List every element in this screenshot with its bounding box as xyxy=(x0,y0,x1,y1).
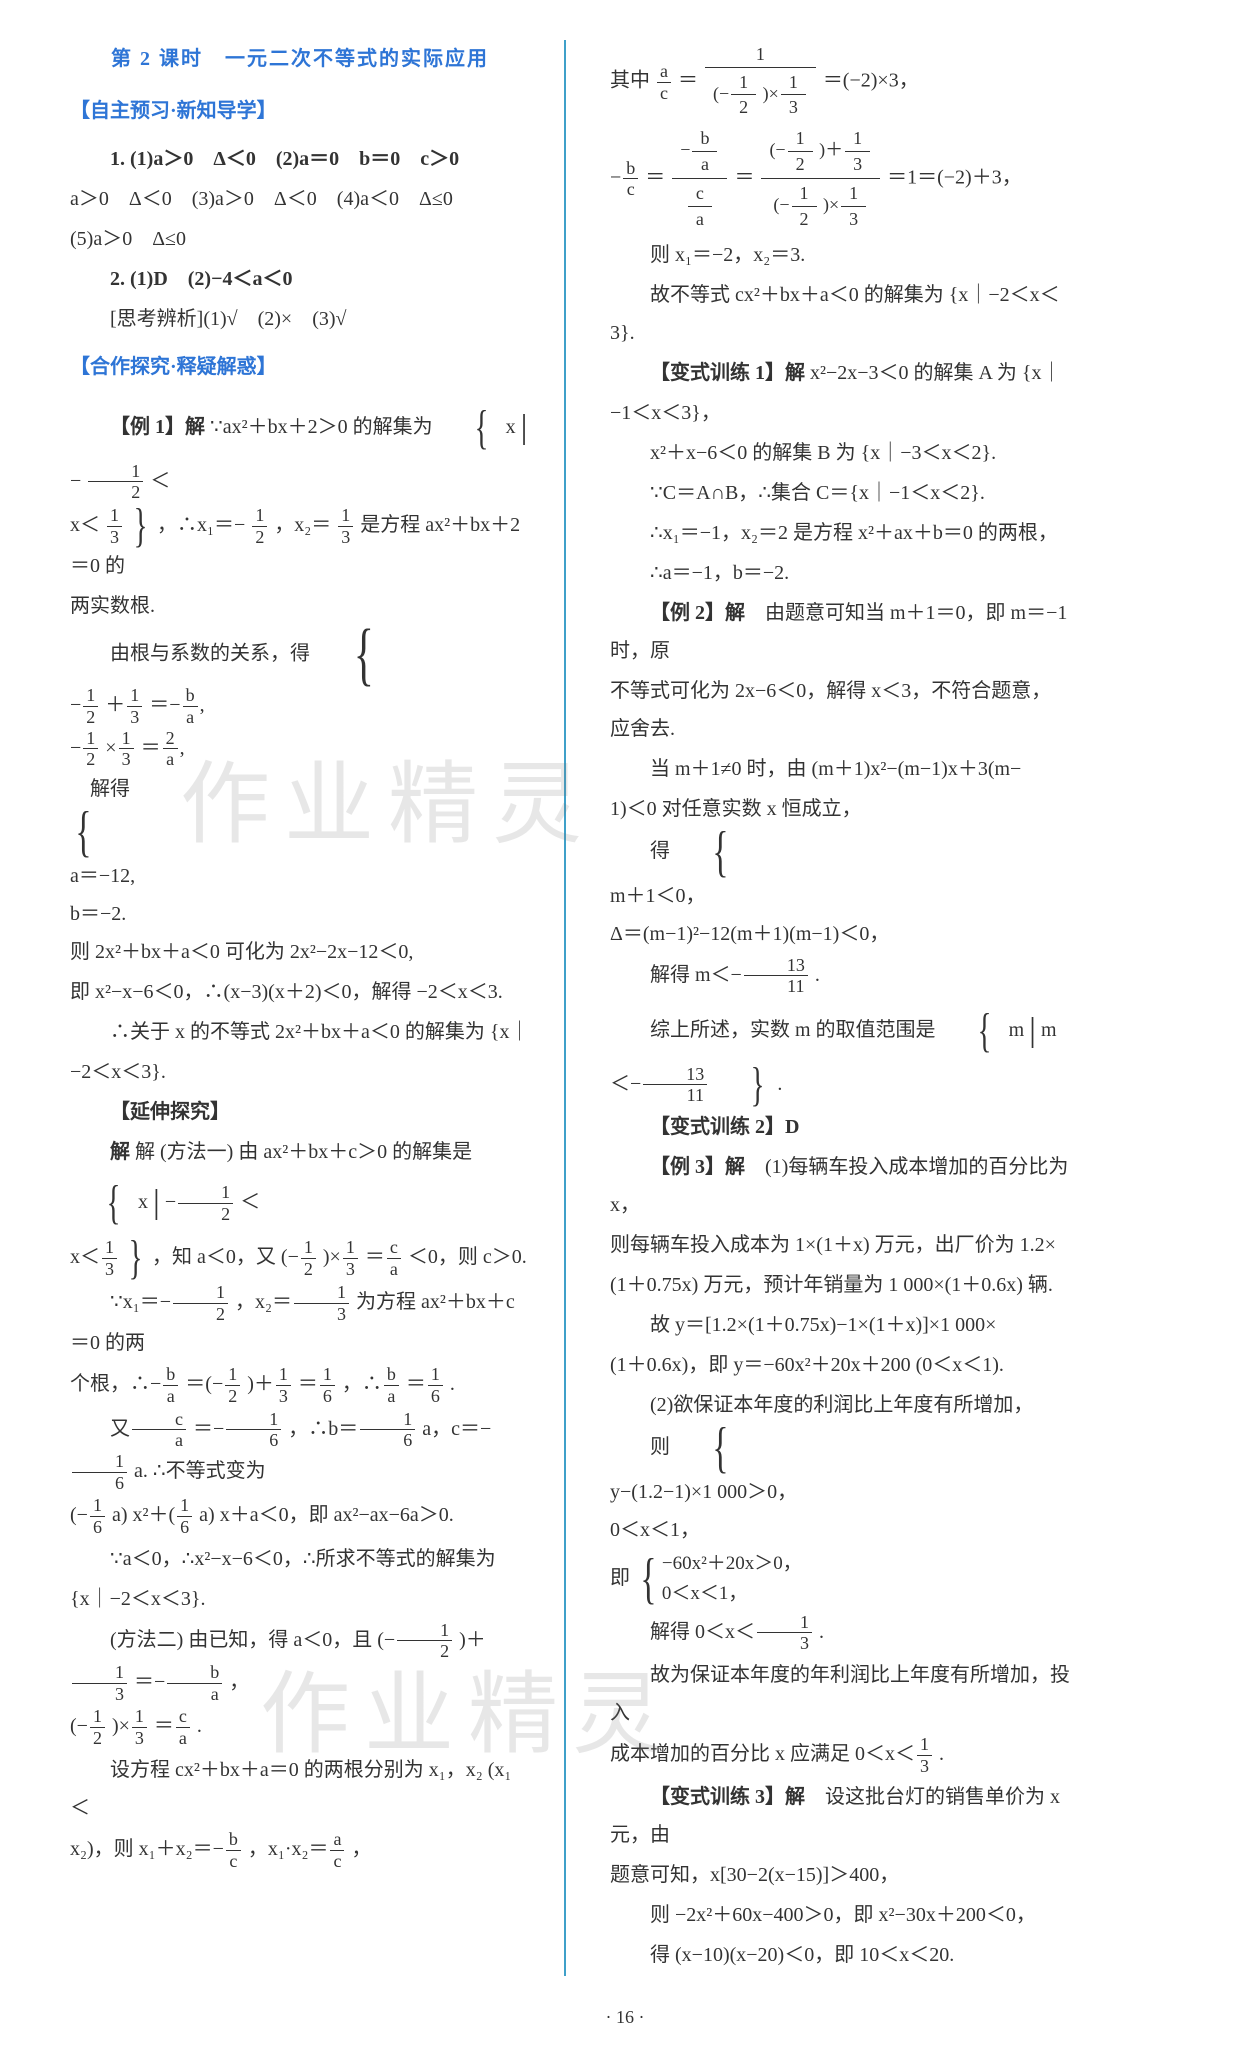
ex3-i: 故为保证本年度的年利润比上年度有所增加，投入 xyxy=(610,1656,1070,1732)
vt1-c: x²＋x−6＜0 的解集 B 为 {x｜−3＜x＜2}. xyxy=(610,434,1070,472)
ext-d: 个根，∴−ba ＝(−12 )＋13 ＝16 ，∴ba ＝16 . xyxy=(70,1364,530,1406)
section-head-preview: 【自主预习·新知导学】 xyxy=(70,92,530,130)
vt1-d: ∵C＝A∩B，∴集合 C＝{x｜−1＜x＜2}. xyxy=(610,474,1070,512)
ext-b: x＜13 } ，知 a＜0，又 (−12 )×13 ＝ca ＜0，则 c＞0. xyxy=(70,1237,530,1279)
ex3-j: 成本增加的百分比 x 应满足 0＜x＜13 . xyxy=(610,1734,1070,1776)
m2-a: (方法二) 由已知，得 a＜0，且 (−12 )＋13 ＝−ba ， xyxy=(70,1620,530,1705)
page: 第 2 课时 一元二次不等式的实际应用 【自主预习·新知导学】 1. (1)a＞… xyxy=(0,40,1250,1976)
ans-1-line1: 1. (1)a＞0 Δ＜0 (2)a＝0 b＝0 c＞0 xyxy=(70,140,530,178)
vt2: 【变式训练 2】D xyxy=(610,1108,1070,1146)
r3: 则 x₁＝−2，x₂＝3. xyxy=(610,236,1070,274)
section-head-explore: 【合作探究·释疑解惑】 xyxy=(70,348,530,386)
r4: 故不等式 cx²＋bx＋a＜0 的解集为 {x｜−2＜x＜3}. xyxy=(610,276,1070,352)
ex3-f: (2)欲保证本年度的利润比上年度有所增加， xyxy=(610,1386,1070,1424)
m2-c: 设方程 cx²＋bx＋a＝0 的两根分别为 x₁，x₂ (x₁＜ xyxy=(70,1751,530,1827)
r2: −bc ＝ −ba ca ＝ (−12 )＋13 (−12 )×13 ＝1＝(−… xyxy=(610,124,1070,234)
vt1-e: ∴x₁＝−1，x₂＝2 是方程 x²＋ax＋b＝0 的两根， xyxy=(610,514,1070,552)
vt3-d: 得 (x−10)(x−20)＜0，即 10＜x＜20. xyxy=(610,1936,1070,1974)
ex1-g: ∴关于 x 的不等式 2x²＋bx＋a＜0 的解集为 {x｜ xyxy=(70,1013,530,1051)
ans-2: 2. (1)D (2)−4＜a＜0 xyxy=(70,260,530,298)
ext-f: (−16 a) x²＋(16 a) x＋a＜0，即 ax²−ax−6a＞0. xyxy=(70,1495,530,1537)
vt3-c: 则 −2x²＋60x−400＞0，即 x²−30x＋200＜0， xyxy=(610,1896,1070,1934)
ex2-g: 综上所述，实数 m 的取值范围是 { m | m＜−1311 }. xyxy=(610,999,1070,1106)
brace-open-icon: { xyxy=(450,409,488,447)
m2-b: (−12 )×13 ＝ca . xyxy=(70,1706,530,1748)
ans-1-line2: a＞0 Δ＜0 (3)a＞0 Δ＜0 (4)a＜0 Δ≤0 xyxy=(70,180,530,218)
ans-1-line3: (5)a＞0 Δ≤0 xyxy=(70,220,530,258)
ext-a: 解 解 (方法一) 由 ax²＋bx＋c＞0 的解集是 { x | −12 ＜ xyxy=(70,1133,530,1236)
ex1-line3: 两实数根. xyxy=(70,587,530,625)
right-column: 其中 ac ＝ 1 (−12 )×13 ＝(−2)×3， −bc ＝ −ba c… xyxy=(570,40,1130,1976)
frac-1-2: 12 xyxy=(88,461,143,503)
ex3-h: 解得 0＜x＜13 . xyxy=(610,1612,1070,1654)
ex3-g: 则 { xyxy=(610,1426,1070,1471)
bar-icon: | xyxy=(521,409,528,446)
vt1-b: −1＜x＜3}， xyxy=(610,394,1070,432)
column-divider xyxy=(564,40,566,1976)
ex3-c: (1＋0.75x) 万元，预计年销量为 1 000×(1＋0.6x) 辆. xyxy=(610,1266,1070,1304)
vt1-f: ∴a＝−1，b＝−2. xyxy=(610,554,1070,592)
ext-g: ∵a＜0，∴x²−x−6＜0，∴所求不等式的解集为 xyxy=(70,1540,530,1578)
ex3-d: 故 y＝[1.2×(1＋0.75x)−1×(1＋x)]×1 000× xyxy=(610,1306,1070,1344)
ext-c: ∵x₁＝−12 ，x₂＝13 为方程 ax²＋bx＋c＝0 的两 xyxy=(70,1282,530,1362)
ext-h: {x｜−2＜x＜3}. xyxy=(70,1580,530,1618)
ex2-d: 1)＜0 对任意实数 x 恒成立， xyxy=(610,790,1070,828)
ex1-line1: 【例 1】解 ∵ax²＋bx＋2＞0 的解集为 { x | − 12 ＜ xyxy=(70,396,530,503)
ex1-line2: x＜ 13 } ，∴x₁＝− 12 ，x₂＝ 13 是方程 ax²＋bx＋2＝0… xyxy=(70,505,530,585)
page-number: · 16 · xyxy=(0,2000,1250,2034)
ex1-h: −2＜x＜3}. xyxy=(70,1053,530,1091)
ex2-f: 解得 m＜−1311 . xyxy=(610,955,1070,997)
brace-close-icon: } xyxy=(134,507,148,545)
vt1-a: 【变式训练 1】解 x²−2x−3＜0 的解集 A 为 {x｜ xyxy=(610,354,1070,392)
ex1-system: 由根与系数的关系，得 { xyxy=(70,627,530,683)
big-frac-1: 1 (−12 )×13 xyxy=(705,42,816,122)
ex2-a: 【例 2】解 由题意可知当 m＋1＝0，即 m＝−1 时，原 xyxy=(610,594,1070,670)
think: [思考辨析](1)√ (2)× (3)√ xyxy=(70,300,530,338)
big-frac-2: (−12 )＋13 (−12 )×13 xyxy=(761,124,880,234)
ex2-c: 当 m＋1≠0 时，由 (m＋1)x²−(m−1)x＋3(m− xyxy=(610,750,1070,788)
m2-d: x₂)，则 x₁＋x₂＝−bc ，x₁·x₂＝ac ， xyxy=(70,1829,530,1871)
ex3-b: 则每辆车投入成本为 1×(1＋x) 万元，出厂价为 1.2× xyxy=(610,1226,1070,1264)
ext-e: 又ca ＝−16 ，∴b＝16 a，c＝−16 a. ∴不等式变为 xyxy=(70,1409,530,1494)
r1: 其中 ac ＝ 1 (−12 )×13 ＝(−2)×3， xyxy=(610,42,1070,122)
extend-head: 【延伸探究】 xyxy=(70,1093,530,1131)
lesson-title: 第 2 课时 一元二次不等式的实际应用 xyxy=(70,40,530,78)
ex1-f: 即 x²−x−6＜0，∴(x−3)(x＋2)＜0，解得 −2＜x＜3. xyxy=(70,973,530,1011)
ex2-b: 不等式可化为 2x−6＜0，解得 x＜3，不符合题意，应舍去. xyxy=(610,672,1070,748)
ex3-e: (1＋0.6x)，即 y＝−60x²＋20x＋200 (0＜x＜1). xyxy=(610,1346,1070,1384)
ex1-solve: { xyxy=(70,810,530,855)
ex2-system: 得 { xyxy=(610,830,1070,875)
ex3-a: 【例 3】解 (1)每辆车投入成本增加的百分比为 x， xyxy=(610,1148,1070,1224)
left-column: 第 2 课时 一元二次不等式的实际应用 【自主预习·新知导学】 1. (1)a＞… xyxy=(0,40,560,1976)
vt3-b: 题意可知，x[30−2(x−15)]＞400， xyxy=(610,1856,1070,1894)
